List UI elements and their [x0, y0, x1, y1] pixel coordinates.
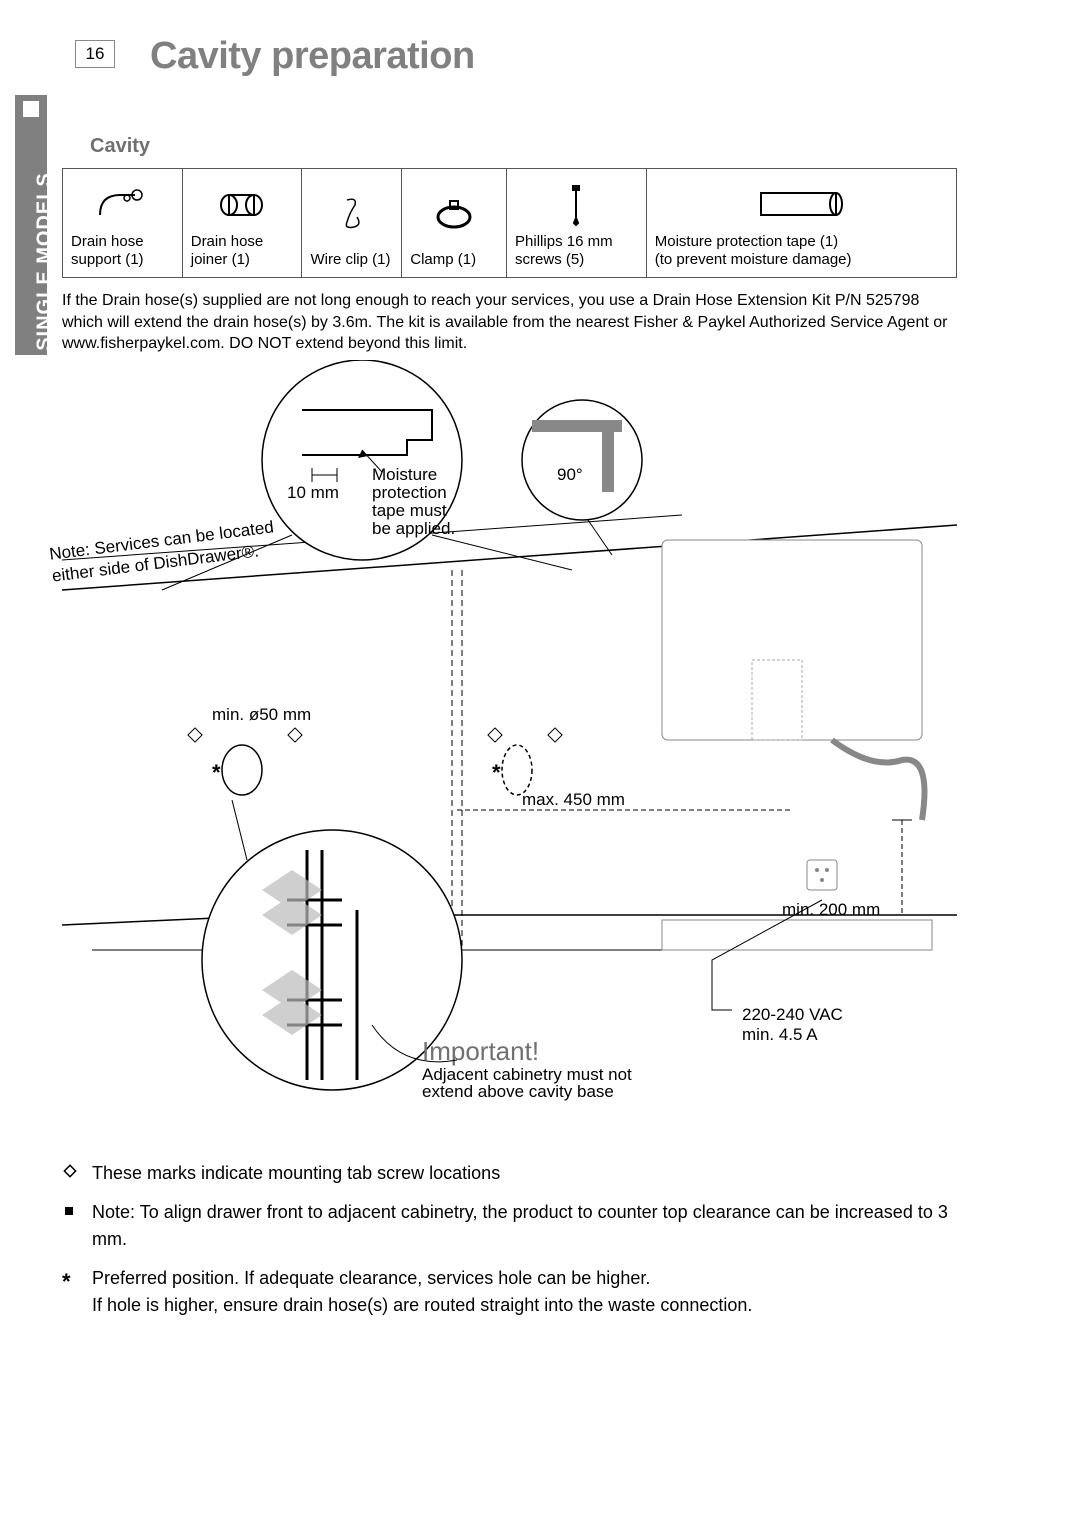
square-marker-icon [62, 1199, 92, 1253]
bullet-text: Note: To align drawer front to adjacent … [92, 1199, 957, 1253]
parts-cell: Drain hose joiner (1) [183, 169, 303, 277]
part-label: Drain hose support (1) [71, 233, 174, 269]
part-icon [515, 177, 638, 233]
part-label: Moisture protection tape (1) (to prevent… [655, 233, 948, 269]
part-icon [71, 177, 174, 233]
parts-cell: Clamp (1) [402, 169, 507, 277]
svg-text:*: * [212, 760, 221, 785]
diamond-marker-icon [62, 1160, 92, 1187]
part-label: Drain hose joiner (1) [191, 233, 294, 269]
part-icon [655, 177, 948, 233]
side-tab-label: SINGLE MODELS [34, 172, 57, 352]
part-icon [310, 177, 393, 251]
part-icon [410, 177, 498, 251]
part-label: Phillips 16 mm screws (5) [515, 233, 638, 269]
svg-text:*: * [492, 760, 501, 785]
side-tab-marker-icon [23, 101, 39, 117]
bullet-row: These marks indicate mounting tab screw … [62, 1160, 957, 1187]
asterisk-marker-icon: * [62, 1265, 92, 1319]
parts-cell: Wire clip (1) [302, 169, 402, 277]
angle-label: 90° [557, 465, 583, 484]
note-paragraph: If the Drain hose(s) supplied are not lo… [62, 290, 957, 355]
bullet-row: Note: To align drawer front to adjacent … [62, 1199, 957, 1253]
page-number-text: 16 [86, 44, 105, 64]
bullet-text: Preferred position. If adequate clearanc… [92, 1265, 957, 1319]
min-200-label: min. 200 mm [782, 900, 880, 919]
min-hole-label: min. ø50 mm [212, 705, 311, 724]
bullet-list: These marks indicate mounting tab screw … [62, 1160, 957, 1331]
important-sub: Adjacent cabinetry must not extend above… [422, 1065, 637, 1101]
parts-table: Drain hose support (1) Drain hose joiner … [62, 168, 957, 278]
part-label: Clamp (1) [410, 251, 498, 269]
section-title: Cavity [90, 135, 150, 158]
max-450-label: max. 450 mm [522, 790, 625, 809]
bullet-row: *Preferred position. If adequate clearan… [62, 1265, 957, 1319]
part-icon [191, 177, 294, 233]
diagram: * * 10 mm Moisture protection tape must … [62, 360, 957, 1150]
bullet-text: These marks indicate mounting tab screw … [92, 1160, 957, 1187]
page-number: 16 [75, 40, 115, 68]
side-tab: SINGLE MODELS [15, 95, 47, 355]
ten-mm-label: 10 mm [287, 483, 339, 502]
parts-cell: Moisture protection tape (1) (to prevent… [647, 169, 956, 277]
vac-label: 220-240 VAC min. 4.5 A [742, 1005, 848, 1044]
part-label: Wire clip (1) [310, 251, 393, 269]
page-title: Cavity preparation [150, 35, 475, 78]
parts-cell: Drain hose support (1) [63, 169, 183, 277]
parts-cell: Phillips 16 mm screws (5) [507, 169, 647, 277]
diagram-svg: * * 10 mm Moisture protection tape must … [62, 360, 957, 1150]
